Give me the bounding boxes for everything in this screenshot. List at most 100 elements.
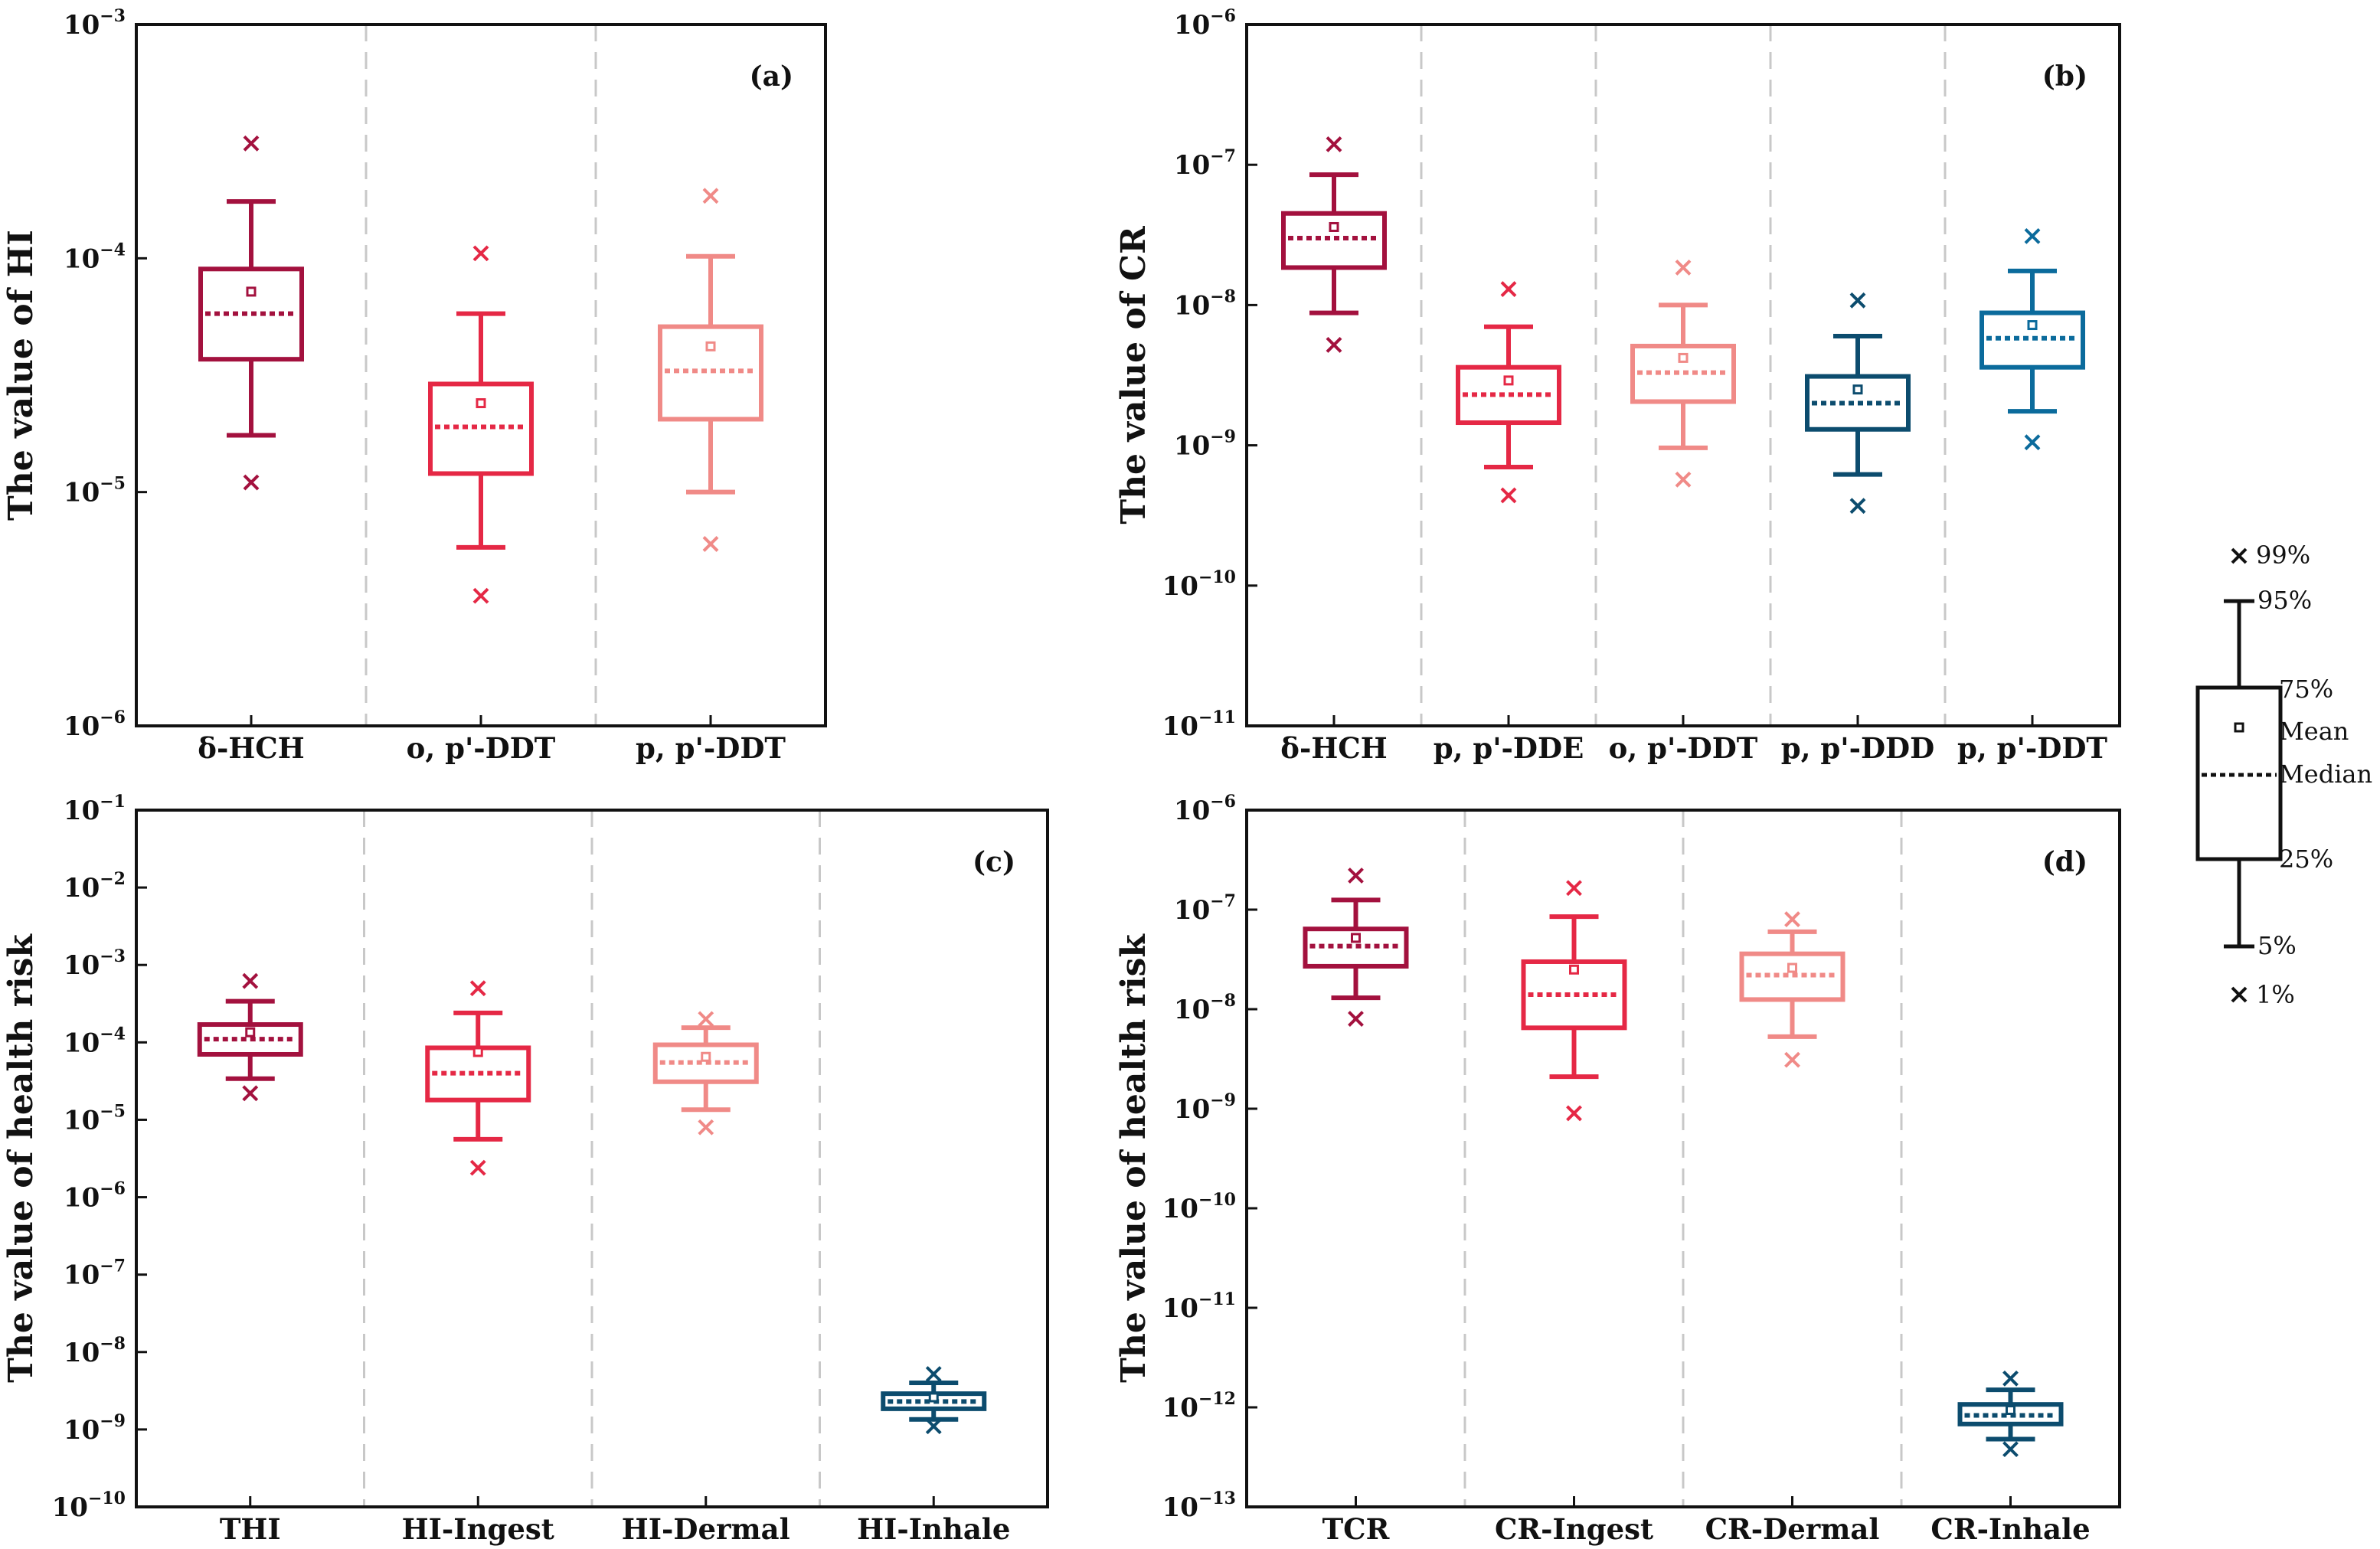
mean-marker bbox=[476, 398, 486, 409]
panel-label: (d) bbox=[2042, 846, 2087, 878]
x-tick-label: THI bbox=[220, 1512, 281, 1546]
y-tick-label: 10−9 bbox=[64, 1411, 126, 1446]
y-axis-label: The value of health risk bbox=[2, 933, 41, 1383]
y-axis-label: The value of HI bbox=[2, 230, 41, 521]
p99-marker bbox=[2002, 1370, 2019, 1387]
x-tick-label: TCR bbox=[1322, 1512, 1390, 1546]
mean-marker bbox=[2006, 1404, 2015, 1415]
mean-marker bbox=[1787, 962, 1797, 973]
p99-marker bbox=[925, 1366, 942, 1382]
p99-marker bbox=[1500, 281, 1517, 297]
y-axis-label: The value of CR bbox=[1114, 226, 1153, 525]
p99-marker bbox=[242, 972, 259, 989]
y-tick-label: 10−7 bbox=[1174, 146, 1236, 181]
box--hch bbox=[198, 135, 304, 491]
box-p-p-ddd bbox=[1805, 292, 1911, 515]
y-tick-label: 10−10 bbox=[1162, 1190, 1236, 1224]
box--hch bbox=[1281, 136, 1387, 353]
x-tick-label: CR-Inhale bbox=[1930, 1512, 2090, 1546]
mean-marker bbox=[245, 1027, 256, 1038]
legend-label-mean: Mean bbox=[2279, 717, 2349, 746]
p1-marker bbox=[2024, 434, 2041, 451]
p1-marker bbox=[469, 1159, 486, 1176]
x-tick-label: δ-HCH bbox=[1280, 731, 1387, 765]
box-p-p-ddt bbox=[1980, 227, 2085, 451]
y-tick-label: 10−11 bbox=[1162, 708, 1236, 742]
panel-label: (b) bbox=[2042, 60, 2087, 93]
x-tick-label: o, p'-DDT bbox=[407, 731, 556, 765]
y-tick-label: 10−13 bbox=[1162, 1489, 1236, 1523]
legend-label-median: Median bbox=[2279, 760, 2372, 789]
x-tick-label: CR-Ingest bbox=[1495, 1512, 1653, 1546]
x-tick-label: HI-Inhale bbox=[857, 1512, 1010, 1546]
mean-marker bbox=[928, 1392, 939, 1403]
box-o-p-ddt bbox=[428, 245, 534, 604]
box-hi-ingest bbox=[425, 980, 531, 1176]
p99-marker bbox=[1849, 292, 1866, 309]
y-tick-label: 10−8 bbox=[64, 1334, 126, 1368]
p1-marker bbox=[1675, 471, 1692, 488]
box-p-p-ddt bbox=[658, 188, 763, 552]
mean-marker bbox=[1503, 375, 1514, 386]
chart-panel-a: 10−6 10−5 10−4 10−3 The value of HI (a) δ-HCH o… bbox=[2, 6, 827, 765]
y-tick-label: 10−5 bbox=[64, 1101, 126, 1136]
mean-marker bbox=[1351, 933, 1361, 943]
y-tick-label: 10−6 bbox=[64, 1179, 126, 1214]
p1-marker bbox=[1500, 487, 1517, 504]
panel-label: (a) bbox=[750, 60, 793, 93]
y-tick-label: 10−9 bbox=[1174, 1090, 1236, 1125]
p99-marker bbox=[1326, 136, 1342, 152]
x-tick-label: o, p'-DDT bbox=[1609, 731, 1758, 765]
mean-marker bbox=[472, 1047, 483, 1057]
y-tick-label: 10−7 bbox=[1174, 891, 1236, 926]
plot-frame bbox=[1245, 809, 2121, 1508]
mean-marker bbox=[701, 1051, 711, 1062]
p1-marker bbox=[698, 1119, 714, 1136]
legend-p99-marker bbox=[2231, 547, 2248, 564]
box-cr-ingest bbox=[1521, 880, 1627, 1122]
x-tick-label: CR-Dermal bbox=[1705, 1512, 1880, 1546]
chart-panel-d: 10−13 10−12 10−11 10−10 10−9 10−8 10−7 10−6 The … bbox=[1114, 792, 2121, 1546]
y-tick-label: 10−11 bbox=[1162, 1289, 1236, 1324]
p1-marker bbox=[242, 1085, 259, 1102]
iqr-box bbox=[1281, 211, 1387, 270]
x-tick-label: HI-Ingest bbox=[402, 1512, 554, 1546]
y-axis-label: The value of health risk bbox=[1114, 933, 1153, 1383]
legend-label-p95: 95% bbox=[2257, 586, 2312, 615]
p99-marker bbox=[2024, 227, 2041, 244]
y-tick-label: 10−10 bbox=[52, 1489, 126, 1523]
x-tick-label: p, p'-DDT bbox=[1957, 731, 2107, 765]
y-tick-label: 10−9 bbox=[1174, 427, 1236, 462]
mean-marker bbox=[1678, 352, 1689, 363]
p1-marker bbox=[472, 587, 489, 604]
p1-marker bbox=[702, 535, 719, 552]
x-tick-label: HI-Dermal bbox=[622, 1512, 790, 1546]
p1-marker bbox=[1326, 337, 1342, 353]
chart-panel-c: 10−10 10−9 10−8 10−7 10−6 10−5 10−4 10−3 10−2 10−… bbox=[2, 792, 1049, 1546]
y-tick-label: 10−12 bbox=[1162, 1389, 1236, 1423]
y-tick-label: 10−1 bbox=[64, 792, 126, 826]
box-hi-inhale bbox=[881, 1366, 987, 1435]
y-tick-label: 10−4 bbox=[64, 240, 126, 274]
y-tick-label: 10−6 bbox=[1174, 792, 1236, 826]
box-hi-dermal bbox=[652, 1011, 759, 1136]
legend-label-p1: 1% bbox=[2256, 980, 2295, 1009]
y-tick-label: 10−4 bbox=[64, 1024, 126, 1058]
p99-marker bbox=[698, 1011, 714, 1028]
y-tick-label: 10−2 bbox=[64, 869, 126, 904]
x-tick-label: p, p'-DDE bbox=[1434, 731, 1584, 765]
p99-marker bbox=[243, 135, 260, 152]
p1-marker bbox=[2002, 1441, 2019, 1458]
y-tick-label: 10−5 bbox=[64, 474, 126, 508]
y-tick-label: 10−6 bbox=[64, 708, 126, 742]
y-tick-label: 10−10 bbox=[1162, 567, 1236, 602]
y-tick-label: 10−3 bbox=[64, 6, 126, 41]
legend-label-p75: 75% bbox=[2279, 675, 2333, 704]
legend-p1-marker bbox=[2231, 986, 2248, 1003]
panel-label: (c) bbox=[973, 846, 1015, 878]
y-tick-label: 10−7 bbox=[64, 1257, 126, 1291]
p1-marker bbox=[1849, 498, 1866, 515]
mean-marker bbox=[1329, 221, 1339, 232]
p1-marker bbox=[243, 474, 260, 491]
